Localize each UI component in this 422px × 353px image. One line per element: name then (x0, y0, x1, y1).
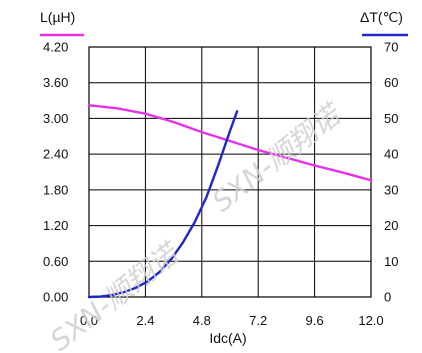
y-left-tick-label-2: 1.20 (43, 218, 68, 233)
y-right-tick-label-2: 20 (384, 218, 398, 233)
y-left-tick-label-6: 3.60 (43, 75, 68, 90)
temperature-rise-curve (87, 110, 239, 299)
plot-frame (88, 46, 372, 298)
y-right-tick-label-5: 50 (384, 111, 398, 126)
y-left-tick-label-3: 1.80 (43, 182, 68, 197)
inductance-curve (87, 104, 373, 182)
y-left-tick-label-5: 3.00 (43, 111, 68, 126)
watermark: SXN-顺翔诺 (206, 96, 349, 218)
y-right-tick-label-0: 0 (384, 290, 391, 305)
y-right-tick-label-3: 30 (384, 182, 398, 197)
y-left-tick-labels: 0.00 0.60 1.20 1.80 2.40 3.00 3.60 4.20 (43, 40, 68, 305)
x-axis-label: Idc(A) (209, 330, 246, 346)
grid (88, 46, 372, 298)
x-tick-label-1: 2.4 (136, 313, 154, 328)
series-group (87, 104, 373, 299)
y-left-tick-label-1: 0.60 (43, 254, 68, 269)
x-tick-label-2: 4.8 (193, 313, 211, 328)
y-right-tick-label-6: 60 (384, 75, 398, 90)
x-tick-label-4: 9.6 (306, 313, 324, 328)
y-left-tick-label-4: 2.40 (43, 147, 68, 162)
y-right-tick-label-4: 40 (384, 147, 398, 162)
x-tick-label-3: 7.2 (249, 313, 267, 328)
y-right-tick-label-7: 70 (384, 40, 398, 55)
y-right-tick-label-1: 10 (384, 254, 398, 269)
x-tick-label-5: 12.0 (358, 313, 383, 328)
y-left-tick-label-0: 0.00 (43, 290, 68, 305)
y-right-tick-labels: 0 10 20 30 40 50 60 70 (384, 40, 398, 305)
y-left-axis-label: L(µH) (40, 9, 75, 25)
y-right-axis-label: ΔT(℃) (360, 9, 403, 25)
y-left-tick-label-7: 4.20 (43, 40, 68, 55)
x-tick-label-0: 0.0 (80, 313, 98, 328)
x-tick-labels: 0.0 2.4 4.8 7.2 9.6 12.0 (80, 313, 384, 328)
